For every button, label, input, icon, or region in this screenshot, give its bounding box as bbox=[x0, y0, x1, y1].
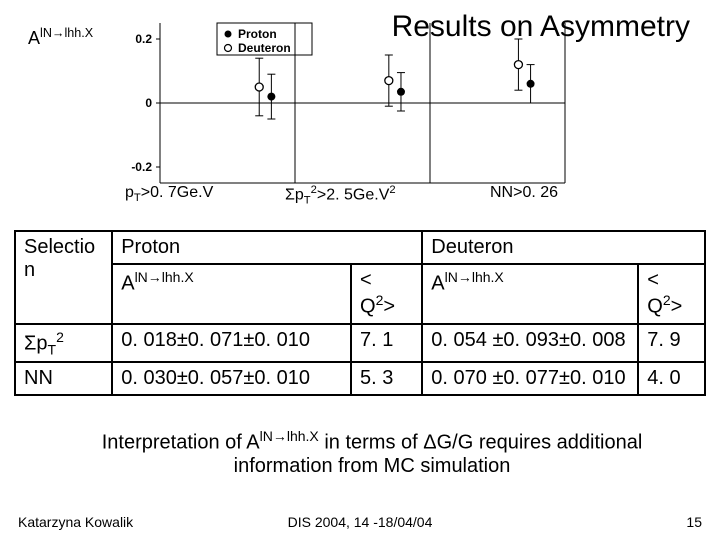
footer-page-number: 15 bbox=[686, 514, 702, 530]
svg-text:Proton: Proton bbox=[238, 27, 277, 41]
footer-conference: DIS 2004, 14 -18/04/04 bbox=[0, 514, 720, 530]
svg-text:0: 0 bbox=[145, 96, 152, 110]
row1-deuteron-q: 7. 9 bbox=[638, 324, 705, 363]
table-header-deuteron: Deuteron bbox=[422, 231, 705, 264]
row1-proton-a: 0. 018±0. 071±0. 010 bbox=[112, 324, 351, 363]
sel-label-pt: pT>0. 7Ge.V bbox=[125, 184, 213, 204]
table-row: NN 0. 030±0. 057±0. 010 5. 3 0. 070 ±0. … bbox=[15, 362, 705, 395]
sel-label-nn: NN>0. 26 bbox=[490, 184, 558, 202]
svg-text:-0.2: -0.2 bbox=[131, 160, 152, 174]
table-header-proton: Proton bbox=[112, 231, 422, 264]
row2-deuteron-q: 4. 0 bbox=[638, 362, 705, 395]
sel-label-spt2: ΣpT2>2. 5Ge.V2 bbox=[285, 184, 396, 207]
row2-sel: NN bbox=[15, 362, 112, 395]
table-header-proton-q: <Q2> bbox=[351, 264, 422, 324]
chart-y-axis-label: AlN→lhh.X bbox=[28, 26, 93, 49]
row1-proton-q: 7. 1 bbox=[351, 324, 422, 363]
row2-deuteron-a: 0. 070 ±0. 077±0. 010 bbox=[422, 362, 638, 395]
table-row: ΣpT2 0. 018±0. 071±0. 010 7. 1 0. 054 ±0… bbox=[15, 324, 705, 363]
table-header-deuteron-q: <Q2> bbox=[638, 264, 705, 324]
table-header-proton-a: AlN→lhh.X bbox=[112, 264, 351, 324]
interpretation-note: Interpretation of AlN→lhh.X in terms of … bbox=[62, 428, 682, 478]
svg-text:0.2: 0.2 bbox=[135, 32, 152, 46]
table-header-selection: Selection bbox=[15, 231, 112, 324]
row2-proton-a: 0. 030±0. 057±0. 010 bbox=[112, 362, 351, 395]
table-header-deuteron-a: AlN→lhh.X bbox=[422, 264, 638, 324]
row1-sel: ΣpT2 bbox=[15, 324, 112, 363]
results-table: Selection Proton Deuteron AlN→lhh.X <Q2>… bbox=[14, 230, 706, 396]
chart-selection-labels: pT>0. 7Ge.V ΣpT2>2. 5Ge.V2 NN>0. 26 bbox=[110, 184, 630, 206]
row1-deuteron-a: 0. 054 ±0. 093±0. 008 bbox=[422, 324, 638, 363]
row2-proton-q: 5. 3 bbox=[351, 362, 422, 395]
svg-text:Deuteron: Deuteron bbox=[238, 41, 291, 55]
